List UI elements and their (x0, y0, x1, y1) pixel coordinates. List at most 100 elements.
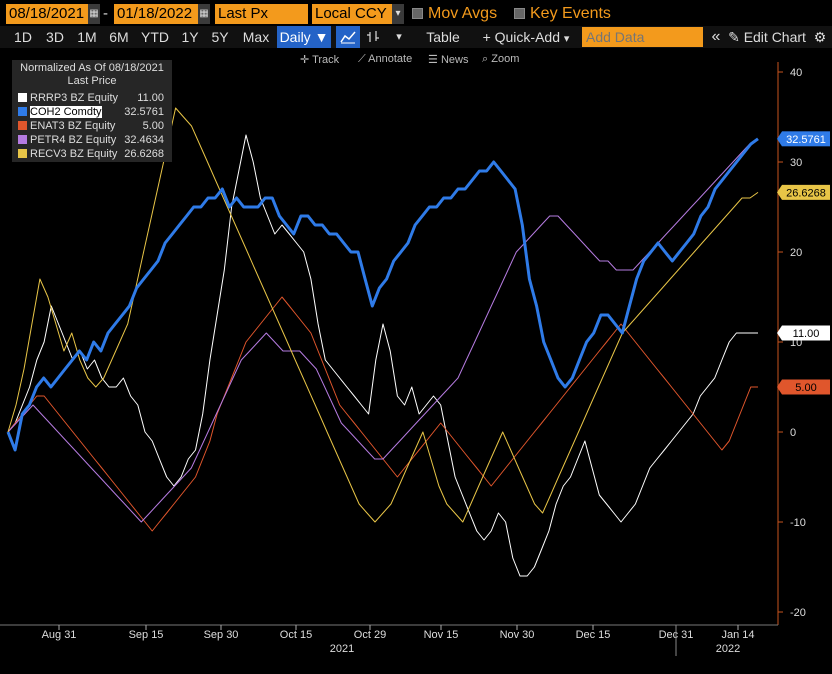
legend-item[interactable]: PETR4 BZ Equity (18, 133, 116, 147)
x-year-label: 2022 (716, 643, 740, 655)
period-5y-button[interactable]: 5Y (211, 29, 229, 45)
series-line-rrrp3 (7, 134, 758, 577)
news-label: News (440, 54, 469, 66)
quick-add-label: + Quick-Add (482, 29, 560, 45)
x-tick-label: Sep 15 (129, 629, 164, 641)
legend-last-value: 26.6268 (124, 148, 164, 160)
track-tool[interactable]: ✛ Track (300, 53, 339, 66)
series-line-petr4 (7, 139, 759, 523)
pencil-icon: ✎ (728, 29, 740, 45)
start-date-calendar-button[interactable]: ▦ (88, 4, 100, 24)
annotate-tool[interactable]: ⟋ Annotate (358, 53, 412, 66)
start-date-field[interactable]: 08/18/2021 (6, 4, 88, 24)
edit-chart-label: Edit Chart (743, 29, 806, 45)
news-icon: ☰ (428, 54, 438, 66)
ohlc-bar-icon (367, 31, 379, 42)
legend-item[interactable]: RECV3 BZ Equity (18, 147, 117, 161)
key-events-label: Key Events (530, 5, 611, 22)
quick-add-dropdown[interactable]: + Quick-Add ▾ (478, 26, 574, 48)
legend-swatch (18, 135, 27, 144)
chevron-down-icon: ▾ (395, 8, 401, 19)
currency-selector[interactable]: Local CCY (312, 4, 392, 24)
calendar-icon: ▦ (89, 8, 99, 19)
field-selector[interactable]: Last Px (215, 4, 308, 24)
period-max-button[interactable]: Max (242, 29, 270, 45)
period-1y-button[interactable]: 1Y (181, 29, 199, 45)
annotate-label: Annotate (368, 53, 413, 65)
chart-type-dropdown[interactable]: ▾ (388, 26, 410, 48)
last-value-label: 26.6268 (786, 187, 826, 199)
y-tick-label: 0 (790, 427, 796, 439)
last-value-label: 11.00 (793, 328, 820, 340)
last-value-tag-pointer (777, 131, 782, 147)
zoom-tool[interactable]: ⌕ Zoom (482, 53, 519, 66)
frequency-dropdown[interactable]: Daily ▼ (277, 26, 331, 48)
series-line-coh2 (6, 137, 759, 452)
key-events-checkbox[interactable] (514, 8, 525, 19)
legend-swatch (18, 93, 27, 102)
end-date-field[interactable]: 01/18/2022 (114, 4, 198, 24)
x-tick-label: Oct 15 (280, 629, 312, 641)
track-label: Track (312, 54, 340, 66)
date-separator: - (103, 5, 108, 22)
news-tool[interactable]: ☰ News (428, 53, 468, 66)
period-ytd-button[interactable]: YTD (141, 29, 169, 45)
collapse-button[interactable]: « (706, 26, 726, 48)
legend-item[interactable]: RRRP3 BZ Equity (18, 91, 118, 105)
x-tick-label: Jan 14 (721, 629, 754, 641)
series-line-enat3 (7, 296, 758, 532)
legend-item[interactable]: ENAT3 BZ Equity (18, 119, 115, 133)
calendar-icon: ▦ (199, 8, 209, 19)
annotate-icon: ⟋ (358, 53, 366, 65)
y-tick-label: 20 (790, 247, 802, 259)
bar-chart-type-button[interactable] (362, 26, 384, 48)
table-button[interactable]: Table (426, 29, 460, 45)
x-tick-label: Aug 31 (42, 629, 77, 641)
legend-swatch (18, 149, 27, 158)
legend-last-value: 32.5761 (124, 106, 164, 118)
mov-avgs-label: Mov Avgs (428, 5, 498, 22)
magnifier-icon: ⌕ (482, 53, 489, 65)
legend-series-name: PETR4 BZ Equity (30, 134, 117, 146)
edit-chart-button[interactable]: ✎ Edit Chart (728, 26, 806, 48)
last-value-tag (782, 131, 830, 147)
last-value-tag-pointer (777, 379, 782, 395)
x-tick-label: Dec 15 (576, 629, 611, 641)
zoom-label: Zoom (491, 53, 520, 65)
legend-swatch (18, 107, 27, 116)
y-tick-label: -10 (790, 517, 806, 529)
last-value-tag (782, 379, 830, 395)
legend-series-name: ENAT3 BZ Equity (30, 120, 116, 132)
legend-item[interactable]: COH2 Comdty (18, 105, 102, 119)
period-3d-button[interactable]: 3D (46, 29, 64, 45)
add-data-input[interactable] (582, 27, 703, 47)
x-year-label: 2021 (330, 643, 354, 655)
legend-last-value: 5.00 (142, 120, 164, 132)
currency-dropdown-button[interactable]: ▾ (392, 4, 404, 24)
x-tick-label: Nov 30 (500, 629, 535, 641)
last-value-tag-pointer (777, 325, 782, 341)
period-6m-button[interactable]: 6M (109, 29, 129, 45)
legend-swatch (18, 121, 27, 130)
y-tick-label: 30 (790, 157, 802, 169)
end-date-calendar-button[interactable]: ▦ (198, 4, 210, 24)
legend-title: Normalized As Of 08/18/2021 (20, 62, 164, 74)
chevron-down-icon: ▼ (314, 29, 329, 45)
double-chevron-left-icon: « (711, 28, 721, 45)
y-tick-label: -20 (790, 607, 806, 619)
legend-subtitle: Last Price (67, 75, 117, 87)
last-value-tag-pointer (777, 184, 782, 200)
chevron-down-icon: ▾ (563, 33, 570, 45)
frequency-label: Daily (279, 29, 311, 45)
series-lines (6, 107, 759, 577)
period-1m-button[interactable]: 1M (77, 29, 97, 45)
last-value-tag (782, 325, 830, 341)
mov-avgs-checkbox[interactable] (412, 8, 423, 19)
x-tick-label: Nov 15 (424, 629, 459, 641)
settings-button[interactable]: ⚙ (810, 26, 830, 48)
period-1d-button[interactable]: 1D (14, 29, 32, 45)
line-chart-type-button[interactable] (336, 26, 360, 48)
chevron-down-icon: ▾ (396, 31, 402, 43)
